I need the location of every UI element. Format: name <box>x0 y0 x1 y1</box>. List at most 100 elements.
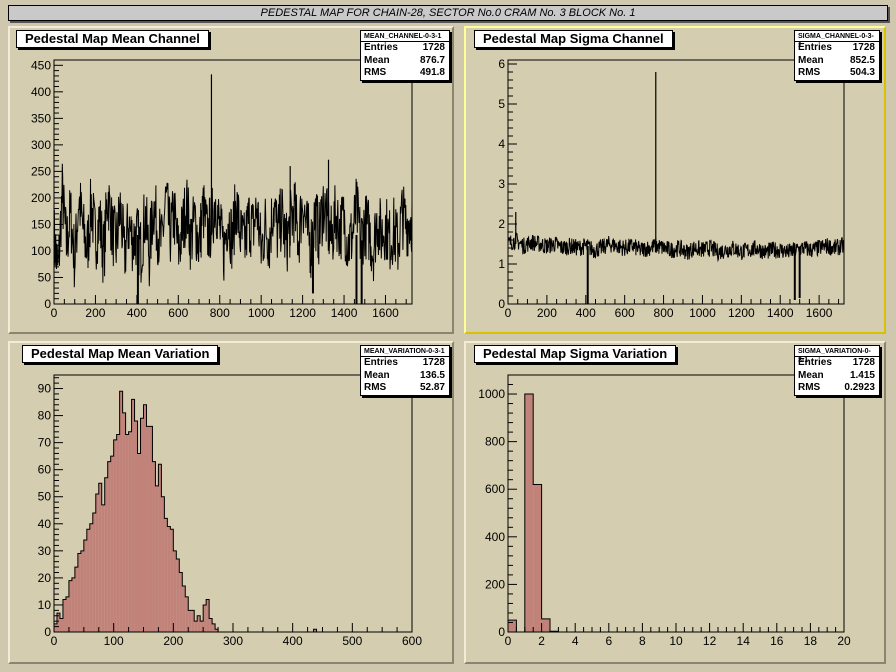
y-tick-label: 0 <box>44 297 51 311</box>
stats-rms: 52.87 <box>419 382 445 393</box>
y-tick-label: 1000 <box>478 387 505 401</box>
stats-mean-row: Mean 876.7 <box>364 54 445 66</box>
stats-rms-row: RMS 0.2923 <box>798 382 875 393</box>
pad-title: Pedestal Map Sigma Channel <box>474 30 673 48</box>
hist-bin <box>155 485 159 632</box>
stats-mean-row: Mean 852.5 <box>798 54 875 66</box>
hist-bin <box>107 461 111 632</box>
y-tick-label: 3 <box>498 177 505 191</box>
stats-entries: 1728 <box>852 357 875 368</box>
x-tick-label: 2 <box>538 634 545 648</box>
x-tick-label: 12 <box>703 634 717 648</box>
hist-bin <box>161 496 165 632</box>
hist-bin <box>176 558 180 632</box>
x-tick-label: 600 <box>168 306 188 320</box>
x-tick-label: 200 <box>537 306 557 320</box>
y-tick-label: 6 <box>498 57 505 71</box>
x-tick-label: 800 <box>654 306 674 320</box>
stats-mean: 852.5 <box>849 54 875 66</box>
stats-entries: 1728 <box>852 42 875 53</box>
x-tick-label: 6 <box>605 634 612 648</box>
hist-bin <box>203 604 207 632</box>
hist-bin <box>125 434 129 632</box>
hist-bin <box>167 526 171 632</box>
stats-entries-row: Entries 1728 <box>798 42 875 53</box>
y-tick-label: 0 <box>498 297 505 311</box>
plot-frame <box>53 59 413 305</box>
y-tick-label: 4 <box>498 137 505 151</box>
pad-title: Pedestal Map Mean Variation <box>22 345 219 363</box>
y-tick-label: 800 <box>485 435 505 449</box>
stats-entries: 1728 <box>422 357 445 368</box>
pad-sigma-channel[interactable]: 0 1 2 3 4 5 6 0 200 400 600 800 1000 1200 1400 1600 Ped… <box>464 26 886 334</box>
hist-bin <box>508 620 517 632</box>
pad-mean-channel[interactable]: 0 50 100 150 200 250 300 350 400 450 0 200 400 600 800… <box>8 26 454 334</box>
x-tick-label: 1400 <box>767 306 794 320</box>
hist-bin <box>89 523 93 632</box>
hist-bin <box>59 618 63 632</box>
y-tick-label: 0 <box>44 625 51 639</box>
hist-bin <box>119 391 123 632</box>
hist-bin <box>164 518 168 632</box>
hist-bin <box>104 477 108 632</box>
stats-box: SIGMA_CHANNEL-0-3-1 Entries 1728 Mean 852.… <box>794 30 880 81</box>
x-tick-label: 1200 <box>728 306 755 320</box>
hist-bin <box>179 572 183 632</box>
sigma-variation-histogram: 0 200 400 600 800 1000 0 2 4 6 8 10 12 14 16 18 20 <box>478 374 851 648</box>
x-tick-label: 200 <box>85 306 105 320</box>
hist-bin <box>541 618 550 632</box>
stats-mean: 876.7 <box>419 54 445 66</box>
stats-box: MEAN_VARIATION-0-3-1 Entries 1728 Mean 136… <box>360 345 450 396</box>
stats-entries: 1728 <box>422 42 445 53</box>
hist-bin <box>212 623 216 632</box>
hist-bin <box>62 599 66 632</box>
y-tick-label: 350 <box>31 111 51 125</box>
stats-rms-row: RMS 491.8 <box>364 67 445 78</box>
stats-rms-row: RMS 52.87 <box>364 382 445 393</box>
canvas-title: PEDESTAL MAP FOR CHAIN-28, SECTOR No.0 C… <box>8 5 888 21</box>
y-tick-label: 5 <box>498 97 505 111</box>
pad-title: Pedestal Map Sigma Variation <box>474 345 677 363</box>
x-tick-label: 14 <box>737 634 751 648</box>
x-tick-label: 0 <box>505 306 512 320</box>
hist-bin <box>206 599 210 632</box>
hist-bin <box>140 418 144 632</box>
x-tick-label: 100 <box>104 634 124 648</box>
pad-mean-variation[interactable]: 0 10 20 30 40 50 60 70 80 90 0 100 200 300 400 500 600 P… <box>8 341 454 664</box>
x-tick-label: 18 <box>804 634 818 648</box>
hist-bin <box>209 618 213 632</box>
hist-bin <box>65 596 69 632</box>
stats-name: MEAN_CHANNEL-0-3-1 <box>361 31 449 42</box>
y-tick-label: 50 <box>38 270 52 284</box>
x-tick-label: 400 <box>283 634 303 648</box>
hist-bin <box>152 461 156 632</box>
hist-bin <box>197 615 201 632</box>
hist-bin <box>68 580 72 632</box>
hist-bin <box>313 629 317 632</box>
stats-mean-row: Mean 1.415 <box>798 369 875 381</box>
x-tick-label: 0 <box>51 306 58 320</box>
mean-channel-plot: 0 50 100 150 200 250 300 350 400 450 0 200 400 600 800… <box>31 58 413 320</box>
hist-bin <box>54 623 57 632</box>
y-tick-label: 10 <box>38 598 52 612</box>
x-tick-label: 1000 <box>689 306 716 320</box>
hist-bin <box>134 420 138 632</box>
hist-bin <box>98 483 102 632</box>
stats-entries-row: Entries 1728 <box>364 42 445 53</box>
hist-bin <box>101 504 105 632</box>
y-tick-label: 200 <box>485 577 505 591</box>
hist-bin <box>116 434 120 632</box>
stats-rms: 0.2923 <box>844 382 875 393</box>
hist-bin <box>83 540 87 632</box>
x-tick-label: 1600 <box>372 306 399 320</box>
stats-mean-row: Mean 136.5 <box>364 369 445 381</box>
x-tick-label: 800 <box>210 306 230 320</box>
x-tick-label: 400 <box>576 306 596 320</box>
x-tick-label: 500 <box>342 634 362 648</box>
pad-sigma-variation[interactable]: 0 200 400 600 800 1000 0 2 4 6 8 10 12 14 16 18 20 Pedes… <box>464 341 886 664</box>
sigma-channel-plot: 0 1 2 3 4 5 6 0 200 400 600 800 1000 1200 1400 1600 <box>498 57 845 320</box>
stats-name: SIGMA_VARIATION-0-3-1 <box>795 346 879 364</box>
x-tick-label: 300 <box>223 634 243 648</box>
y-tick-label: 150 <box>31 217 51 231</box>
y-tick-label: 100 <box>31 244 51 258</box>
